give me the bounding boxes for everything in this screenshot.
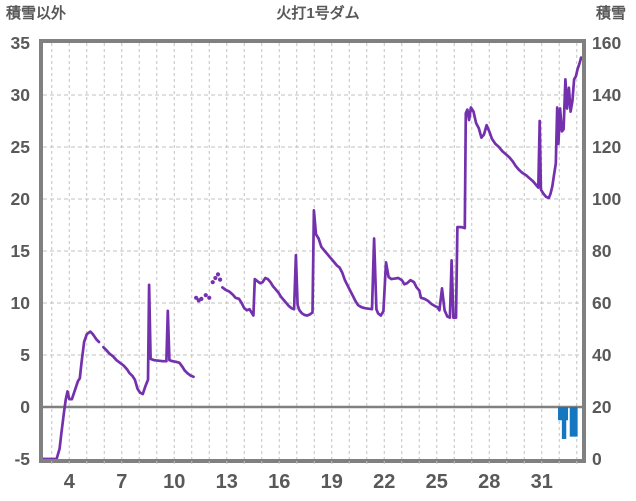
y-left-tick-label: 20	[11, 189, 31, 209]
y-left-tick-label: 25	[11, 137, 31, 157]
snow-line-dot	[194, 295, 199, 300]
y-right-tick-label: 120	[592, 137, 621, 157]
snow-line-dot	[199, 296, 204, 301]
snow-line-dot	[207, 295, 212, 300]
bar-blue	[569, 407, 578, 437]
x-tick-label: 7	[116, 471, 127, 493]
y-left-tick-label: 35	[11, 33, 31, 53]
y-right-tick-label: 100	[592, 189, 621, 209]
x-tick-label: 25	[426, 471, 448, 493]
snow-line-dot	[215, 272, 221, 277]
x-tick-label: 16	[268, 471, 290, 493]
y-right-tick-label: 80	[592, 241, 612, 261]
snow-line-dot	[203, 293, 208, 298]
y-right-tick-label: 140	[592, 85, 621, 105]
x-tick-label: 28	[478, 471, 500, 493]
y-left-tick-label: 10	[11, 293, 31, 313]
y-right-tick-label: 160	[592, 33, 621, 53]
y-left-tick-label: 0	[20, 397, 30, 417]
snow-line-dot	[210, 280, 215, 285]
chart-title: 火打1号ダム	[276, 5, 360, 22]
snow-line-dot	[218, 277, 223, 282]
y-left-tick-label: 15	[11, 241, 31, 261]
y-left-tick-label: 5	[20, 345, 30, 365]
y-left-tick-label: 30	[11, 85, 31, 105]
snow-line-segment	[221, 56, 583, 319]
y-right-tick-label: 40	[592, 345, 612, 365]
left-axis-title: 積雪以外	[6, 5, 67, 22]
y-right-tick-label: 60	[592, 293, 612, 313]
snow-line-segment	[41, 330, 101, 461]
y-right-tick-label: 20	[592, 397, 612, 417]
x-tick-label: 4	[64, 471, 76, 493]
x-tick-label: 22	[373, 471, 395, 493]
y-left-tick-label: -5	[14, 449, 30, 469]
x-tick-label: 31	[531, 471, 553, 493]
snow-line-segment	[102, 283, 195, 396]
x-tick-label: 13	[216, 471, 238, 493]
x-tick-label: 10	[163, 471, 185, 493]
x-tick-label: 19	[321, 471, 343, 493]
bar-blue	[561, 407, 567, 439]
y-right-tick-label: 0	[592, 449, 602, 469]
snow-line-dot	[213, 275, 218, 281]
right-axis-title: 積雪	[595, 5, 626, 22]
plot-border	[39, 39, 586, 463]
